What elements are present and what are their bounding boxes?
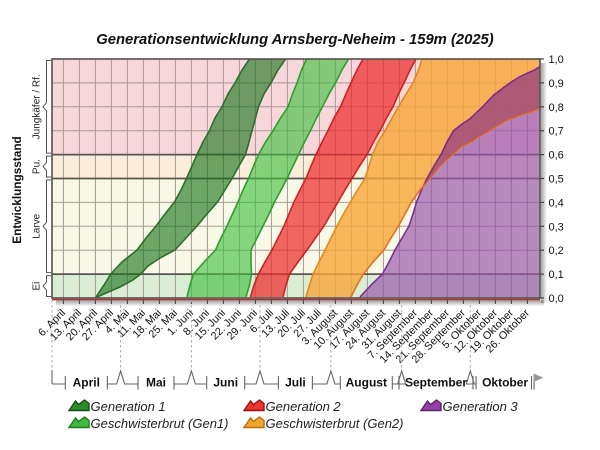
svg-text:0,4: 0,4 xyxy=(549,197,564,209)
svg-text:Generation 3: Generation 3 xyxy=(443,399,519,414)
svg-text:0,8: 0,8 xyxy=(549,102,564,114)
svg-text:1,0: 1,0 xyxy=(549,54,564,66)
svg-text:Geschwisterbrut (Gen2): Geschwisterbrut (Gen2) xyxy=(266,416,404,431)
svg-text:Geschwisterbrut (Gen1): Geschwisterbrut (Gen1) xyxy=(91,416,229,431)
svg-text:Pu.: Pu. xyxy=(32,159,43,174)
svg-text:0,3: 0,3 xyxy=(549,221,564,233)
svg-text:0,7: 0,7 xyxy=(549,126,564,138)
svg-text:Jungkäfer / Rf.: Jungkäfer / Rf. xyxy=(32,74,43,139)
svg-text:Mai: Mai xyxy=(146,376,166,390)
svg-text:Entwicklungsstand: Entwicklungsstand xyxy=(10,136,24,244)
svg-text:0,9: 0,9 xyxy=(549,78,564,90)
svg-text:Juni: Juni xyxy=(213,376,238,390)
svg-text:Ei: Ei xyxy=(32,282,43,291)
svg-text:Oktober: Oktober xyxy=(482,376,528,390)
svg-text:Larve: Larve xyxy=(32,213,43,238)
svg-text:Generation 2: Generation 2 xyxy=(266,399,342,414)
svg-text:0,5: 0,5 xyxy=(549,174,564,186)
svg-text:April: April xyxy=(73,376,100,390)
svg-text:September: September xyxy=(405,376,467,390)
svg-text:Generationsentwicklung Arnsber: Generationsentwicklung Arnsberg-Neheim -… xyxy=(96,32,494,48)
svg-text:0,6: 0,6 xyxy=(549,150,564,162)
svg-text:0,1: 0,1 xyxy=(549,269,564,281)
svg-text:0,0: 0,0 xyxy=(549,293,564,305)
svg-text:Juli: Juli xyxy=(285,376,306,390)
svg-text:August: August xyxy=(346,376,387,390)
svg-text:0,2: 0,2 xyxy=(549,245,564,257)
svg-text:Generation 1: Generation 1 xyxy=(91,399,166,414)
